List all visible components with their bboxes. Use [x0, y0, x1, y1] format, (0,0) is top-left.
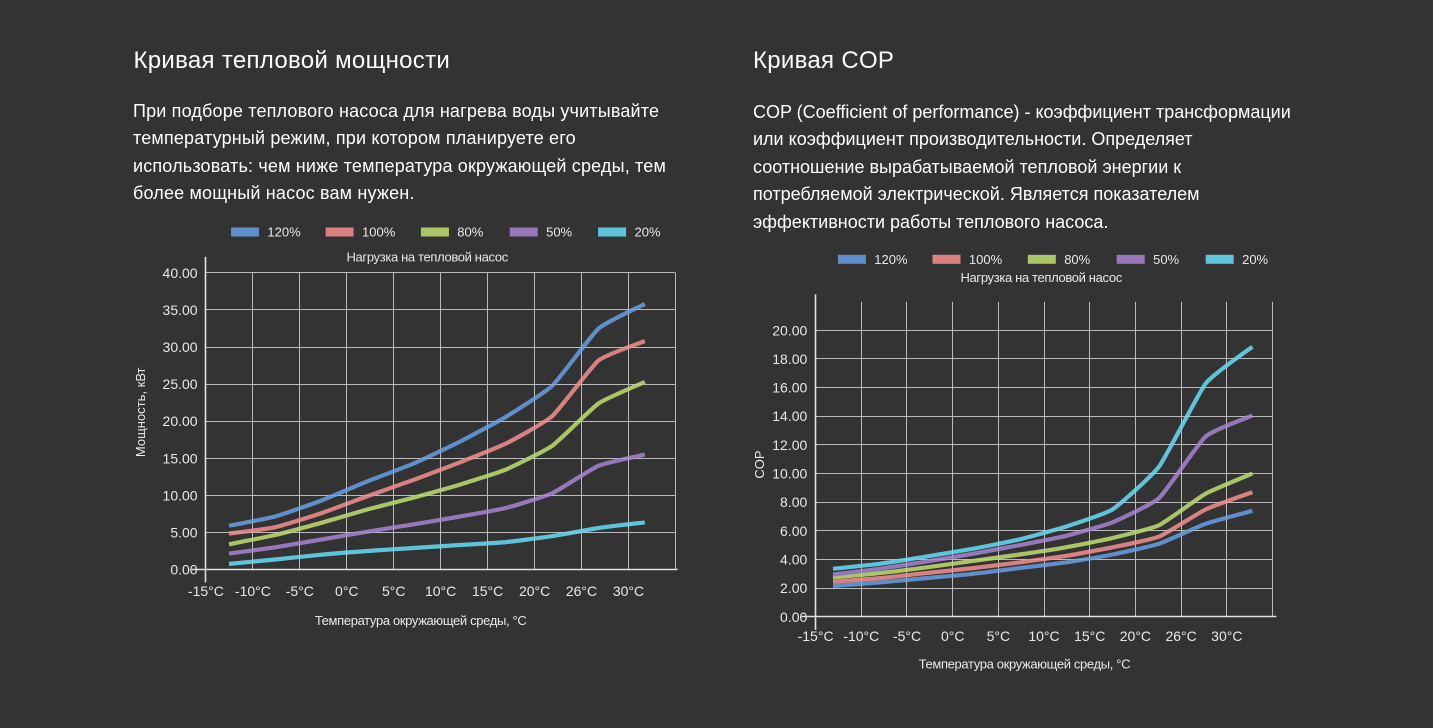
svg-text:80%: 80%	[1064, 252, 1090, 267]
svg-text:100%: 100%	[969, 252, 1003, 267]
svg-text:8.00: 8.00	[780, 494, 807, 510]
svg-text:120%: 120%	[874, 252, 908, 267]
svg-text:5°C: 5°C	[987, 628, 1011, 644]
svg-text:20%: 20%	[635, 225, 661, 240]
svg-text:10°C: 10°C	[1028, 628, 1059, 644]
svg-text:25.00: 25.00	[163, 376, 198, 392]
svg-text:Температура окружающей среды,: Температура окружающей среды, °C	[919, 657, 1131, 672]
svg-text:50%: 50%	[546, 225, 572, 240]
svg-text:26°C: 26°C	[566, 583, 597, 599]
svg-text:-10°C: -10°C	[843, 628, 879, 644]
svg-text:5.00: 5.00	[170, 525, 197, 541]
svg-text:0°C: 0°C	[941, 628, 965, 644]
svg-text:Температура окружающей среды,: Температура окружающей среды, °C	[315, 613, 527, 628]
svg-text:15°C: 15°C	[1074, 628, 1105, 644]
svg-text:12.00: 12.00	[772, 437, 807, 453]
svg-text:14.00: 14.00	[772, 408, 807, 424]
svg-text:10.00: 10.00	[772, 466, 807, 482]
svg-text:26°C: 26°C	[1165, 628, 1196, 644]
svg-text:30°C: 30°C	[613, 583, 644, 599]
svg-text:50%: 50%	[1153, 252, 1179, 267]
svg-text:20°C: 20°C	[1120, 628, 1151, 644]
svg-text:30°C: 30°C	[1211, 628, 1242, 644]
svg-text:5°C: 5°C	[382, 583, 406, 599]
svg-text:-15°C: -15°C	[798, 628, 834, 644]
svg-text:10.00: 10.00	[163, 487, 198, 503]
svg-text:16.00: 16.00	[772, 380, 807, 396]
svg-text:10°C: 10°C	[425, 583, 456, 599]
svg-text:0.00: 0.00	[780, 609, 807, 625]
svg-text:4.00: 4.00	[780, 552, 807, 568]
svg-text:2.00: 2.00	[780, 580, 807, 596]
svg-text:15.00: 15.00	[163, 450, 198, 466]
svg-text:30.00: 30.00	[163, 339, 198, 355]
svg-text:15°C: 15°C	[472, 583, 503, 599]
svg-text:35.00: 35.00	[163, 302, 198, 318]
svg-text:Мощность, кВт: Мощность, кВт	[133, 367, 148, 457]
svg-text:-10°C: -10°C	[235, 583, 271, 599]
svg-text:20%: 20%	[1242, 252, 1268, 267]
svg-text:-5°C: -5°C	[893, 628, 921, 644]
svg-text:6.00: 6.00	[780, 523, 807, 539]
svg-text:-15°C: -15°C	[188, 583, 224, 599]
svg-text:100%: 100%	[362, 225, 396, 240]
svg-text:40.00: 40.00	[163, 265, 198, 281]
svg-text:20.00: 20.00	[163, 413, 198, 429]
svg-text:COP: COP	[752, 450, 767, 478]
svg-text:80%: 80%	[457, 225, 483, 240]
svg-text:0.00: 0.00	[170, 562, 197, 578]
svg-text:0°C: 0°C	[335, 583, 359, 599]
svg-text:20.00: 20.00	[772, 322, 807, 338]
svg-text:20°C: 20°C	[519, 583, 550, 599]
svg-text:-5°C: -5°C	[286, 583, 314, 599]
svg-text:Нагрузка на тепловой насос: Нагрузка на тепловой насос	[961, 270, 1123, 285]
svg-text:Нагрузка на тепловой насос: Нагрузка на тепловой насос	[347, 250, 509, 265]
svg-text:18.00: 18.00	[772, 351, 807, 367]
svg-text:120%: 120%	[267, 225, 301, 240]
